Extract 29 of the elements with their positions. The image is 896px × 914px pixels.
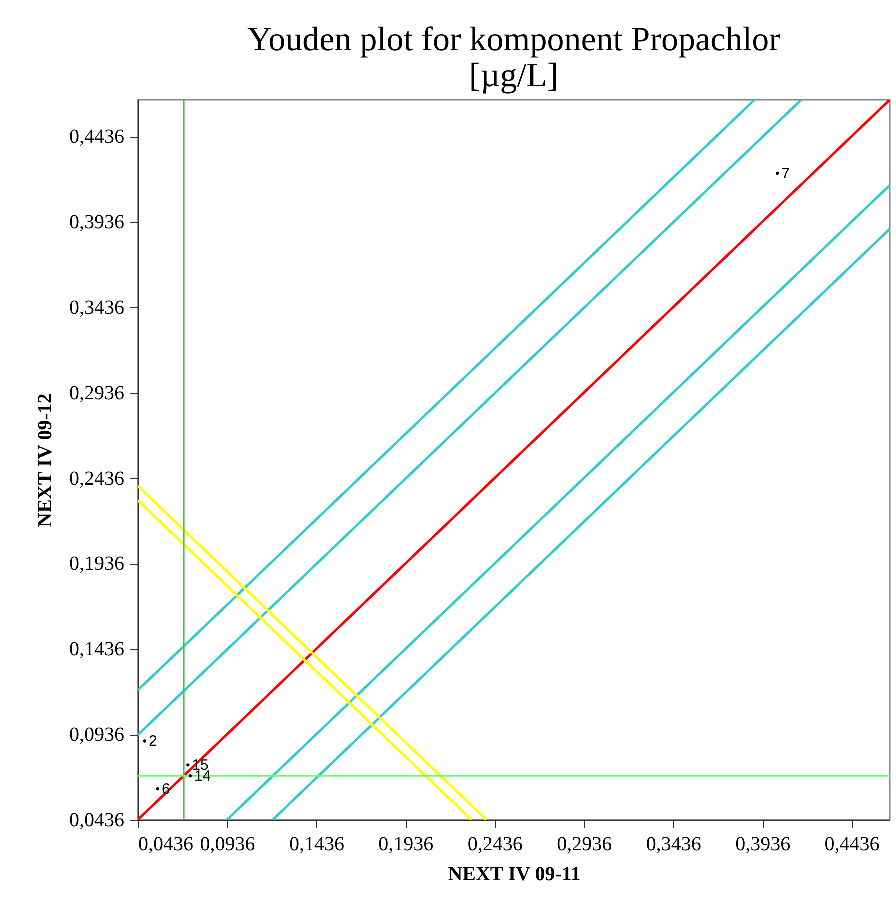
x-tick-label: 0,0436 <box>138 834 194 856</box>
x-tick-label: 0,2936 <box>557 834 612 856</box>
y-axis-title: NEXT IV 09-12 <box>34 394 56 528</box>
point <box>188 774 192 778</box>
y-tick-label: 0,1936 <box>70 553 124 576</box>
point <box>186 764 190 767</box>
x-tick-label: 0,3936 <box>736 834 791 856</box>
y-tick-label: 0,3436 <box>70 296 124 319</box>
y-tick-label: 0,1436 <box>70 638 124 661</box>
point <box>143 740 147 743</box>
point <box>776 172 780 176</box>
y-tick-label: 0,4436 <box>70 126 124 148</box>
chart-subtitle: [µg/L] <box>469 57 559 94</box>
x-tick-label: 0,1936 <box>378 834 434 856</box>
x-tick-label: 0,4436 <box>824 834 880 856</box>
y-tick-label: 0,0436 <box>70 810 124 832</box>
y-tick-label: 0,2436 <box>70 468 124 490</box>
x-tick-label: 0,1436 <box>289 834 344 856</box>
y-tick-label: 0,0936 <box>70 724 124 746</box>
x-tick-label: 0,2436 <box>468 834 523 856</box>
chart-title: Youden plot for komponent Propachlor <box>248 21 782 58</box>
y-tick-label: 0,2936 <box>70 382 124 404</box>
x-tick-label: 0,0936 <box>200 834 256 856</box>
annotation: 2 <box>148 733 158 750</box>
annotation: 7 <box>782 165 790 182</box>
point <box>156 787 160 791</box>
x-axis-title: NEXT IV 09-11 <box>448 864 581 886</box>
y-tick-label: 0,3936 <box>70 211 124 234</box>
x-tick-label: 0,3436 <box>646 834 702 856</box>
